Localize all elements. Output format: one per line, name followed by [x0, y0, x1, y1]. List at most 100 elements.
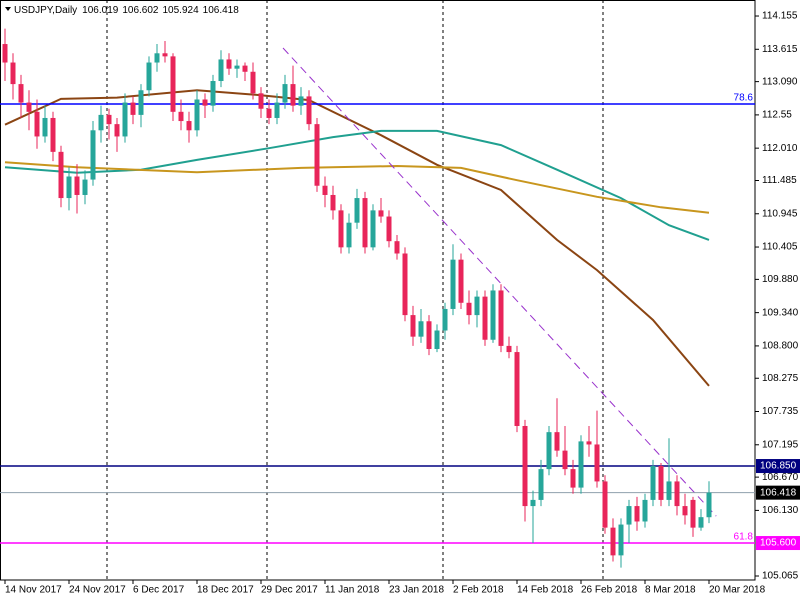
candle-body: [498, 290, 504, 346]
candle-body: [426, 321, 432, 349]
candle-body: [186, 121, 192, 131]
x-tick-label: 8 Mar 2018: [645, 585, 696, 596]
y-tick-label: 106.670: [762, 472, 799, 483]
header: USDJPY,Daily 106.019 106.602 105.924 106.418: [14, 5, 239, 16]
candle-body: [338, 210, 344, 248]
price-box-label: 105.600: [760, 538, 797, 549]
price-box: [756, 459, 800, 474]
candle-body: [354, 198, 360, 223]
candle-body: [450, 259, 456, 309]
candle-body: [562, 450, 568, 470]
candle-body: [402, 253, 408, 316]
candle-body: [234, 65, 240, 69]
y-tick-label: 108.800: [762, 341, 799, 352]
candle-body: [570, 469, 576, 488]
candle-body: [626, 506, 632, 525]
candle-body: [34, 111, 40, 137]
candle-body: [274, 102, 280, 118]
candle-body: [122, 102, 128, 137]
x-tick-label: 11 Jan 2018: [325, 585, 380, 596]
candle-body: [674, 481, 680, 507]
candle-body: [698, 517, 704, 528]
candle-body: [410, 315, 416, 337]
candle-body: [610, 527, 616, 556]
candle-body: [586, 441, 592, 445]
price-box-label: 106.418: [760, 487, 797, 498]
moving-average: [4, 161, 710, 214]
candle-body: [602, 481, 608, 528]
y-tick-label: 110.945: [762, 208, 798, 219]
candle-body: [146, 62, 152, 91]
candle-body: [650, 466, 656, 500]
candle-body: [554, 432, 560, 451]
candle-body: [314, 124, 320, 186]
price-box: [756, 485, 800, 500]
candle-body: [74, 176, 80, 195]
candle-body: [530, 499, 536, 507]
x-tick-label: 20 Mar 2018: [709, 585, 766, 596]
candle-body: [682, 506, 688, 516]
candle-body: [178, 111, 184, 122]
x-tick-label: 18 Dec 2017: [197, 585, 254, 596]
high: 106.602: [122, 5, 159, 16]
candle-body: [442, 308, 448, 331]
price-box-label: 106.850: [760, 461, 797, 472]
candle-body: [418, 321, 424, 337]
close: 106.418: [203, 5, 240, 16]
candle-body: [538, 469, 544, 500]
candle-body: [346, 222, 352, 248]
candle-body: [210, 81, 216, 106]
candle-body: [66, 176, 72, 199]
candle-body: [706, 492, 712, 518]
candle-body: [18, 84, 24, 103]
candle-body: [282, 84, 288, 103]
candle-body: [482, 296, 488, 340]
candle-body: [114, 124, 120, 137]
candle-body: [690, 499, 696, 528]
candle-body: [98, 114, 104, 131]
candle-body: [330, 194, 336, 211]
candle-body: [242, 65, 248, 72]
y-tick-label: 114.155: [762, 11, 798, 22]
candle-body: [362, 198, 368, 248]
candle-body: [266, 108, 272, 118]
candle-body: [490, 290, 496, 340]
symbol: USDJPY,Daily: [14, 5, 77, 16]
y-tick-label: 113.090: [762, 76, 798, 87]
candle-body: [218, 59, 224, 82]
y-tick-label: 111.485: [762, 175, 797, 186]
candle-body: [634, 506, 640, 522]
candle-body: [642, 499, 648, 522]
x-tick-label: 14 Feb 2018: [517, 585, 574, 596]
candle-body: [130, 102, 136, 115]
candle-body: [250, 71, 256, 94]
candle-body: [546, 432, 552, 470]
moving-average: [4, 89, 710, 387]
y-tick-label: 109.880: [762, 274, 799, 285]
y-tick-label: 110.405: [762, 242, 798, 253]
candle-body: [322, 185, 328, 195]
x-tick-label: 24 Nov 2017: [69, 585, 126, 596]
candle-body: [170, 56, 176, 112]
candle-body: [658, 466, 664, 500]
candle-body: [386, 216, 392, 242]
candle-body: [474, 296, 480, 316]
fib-label: 78.6: [734, 93, 754, 104]
candle-body: [466, 302, 472, 316]
fib-label: 61.8: [734, 532, 754, 543]
candle-body: [226, 59, 232, 69]
candle-body: [298, 96, 304, 106]
y-tick-label: 108.275: [762, 373, 799, 384]
candle-body: [258, 93, 264, 109]
x-tick-label: 29 Dec 2017: [261, 585, 318, 596]
y-tick-label: 107.735: [762, 406, 799, 417]
price-box: [756, 536, 800, 551]
candle-body: [82, 179, 88, 195]
candle-body: [370, 210, 376, 248]
x-tick-label: 2 Feb 2018: [453, 585, 504, 596]
candle-body: [378, 210, 384, 217]
x-tick-label: 26 Feb 2018: [581, 585, 638, 596]
candle-body: [2, 44, 8, 63]
x-tick-label: 6 Dec 2017: [133, 585, 185, 596]
